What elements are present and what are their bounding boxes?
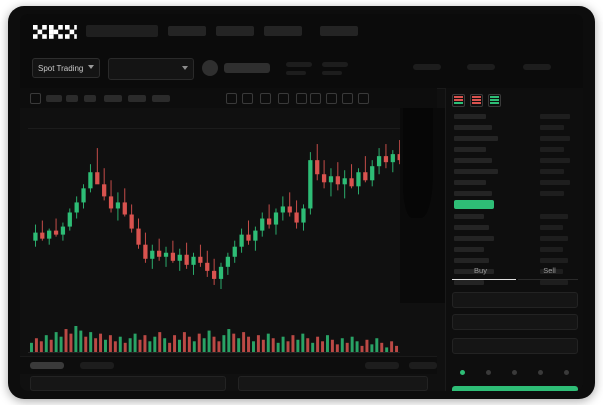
lock-icon[interactable] [358,93,369,104]
pagination-dot-1[interactable] [460,370,465,375]
stat-2-value [322,62,348,67]
settings-button[interactable] [152,95,170,102]
orders-tab-2[interactable] [80,362,114,369]
interval-2-button[interactable] [66,95,78,102]
nav-item-3[interactable] [216,26,254,36]
pagination-dots [446,368,583,378]
pagination-dot-2[interactable] [486,370,491,375]
trading-mode-label: Spot Trading [38,63,84,73]
okx-logo[interactable] [32,24,78,39]
orderbook-bids-icon[interactable] [488,94,501,107]
pagination-dot-5[interactable] [564,370,569,375]
orderbook-both-icon[interactable] [452,94,465,107]
brush-icon[interactable] [296,93,307,104]
stat-1-label [286,71,306,75]
trading-pair-select[interactable] [108,58,194,80]
tab-sell[interactable]: Sell [515,264,583,278]
pagination-dot-4[interactable] [538,370,543,375]
text-icon[interactable] [310,93,321,104]
right-stat-1 [413,64,441,70]
amount-field[interactable] [452,314,578,330]
volume-svg [30,326,399,352]
magnet-icon[interactable] [326,93,337,104]
coin-avatar-icon [202,60,218,76]
bottom-panel-1[interactable] [30,376,226,391]
tab-sell-label: Sell [543,266,556,275]
tab-buy[interactable]: Buy [446,264,515,278]
bottom-panel-2[interactable] [238,376,428,391]
eye-icon[interactable] [342,93,353,104]
tab-buy-underline [452,279,516,280]
tab-sell-underline [518,279,578,280]
buy-sell-tabs: Buy Sell [446,264,583,284]
orderbook-mid-price [454,200,494,209]
bottom-panels [20,376,437,391]
right-stat-3 [523,64,551,70]
indicator-button[interactable] [128,95,146,102]
wave-icon[interactable] [278,93,289,104]
submit-order-button[interactable] [452,386,578,391]
trading-mode-select[interactable]: Spot Trading [32,58,100,78]
market-sub-bar: Spot Trading [20,48,583,89]
tablet-device-frame: Spot Trading [8,6,595,399]
nav-item-2[interactable] [168,26,206,36]
volume-chart[interactable] [20,310,437,356]
orders-right-1[interactable] [365,362,399,369]
top-navigation-bar [20,14,583,49]
price-field[interactable] [452,292,578,308]
order-panel: Buy Sell [445,88,583,391]
crosshair-icon[interactable] [226,93,237,104]
chart-toolbar [20,88,437,109]
candle-type-icon[interactable] [30,93,41,104]
orderbook-view-tabs [452,94,501,107]
trendline-icon[interactable] [242,93,253,104]
orders-tab-bar [20,356,437,374]
nav-item-1[interactable] [86,25,158,37]
interval-3-button[interactable] [84,95,96,102]
ticker-price [224,63,270,73]
candlestick-chart[interactable] [20,108,437,303]
stat-1-value [286,62,312,67]
chart-top-divider [28,128,428,129]
fib-icon[interactable] [260,93,271,104]
total-field[interactable] [452,338,578,354]
orderbook-rows[interactable] [446,110,583,285]
trading-app-screen: Spot Trading [20,14,583,391]
nav-item-4[interactable] [264,26,302,36]
chevron-down-icon [182,66,188,70]
pagination-dot-3[interactable] [512,370,517,375]
tab-buy-label: Buy [474,266,487,275]
nav-item-5[interactable] [320,26,358,36]
orders-tab-1[interactable] [30,362,64,369]
interval-4-button[interactable] [104,95,122,102]
chart-right-overlay-inner [403,108,433,218]
interval-1-button[interactable] [46,95,62,102]
right-stat-2 [467,64,495,70]
volume-baseline [28,352,400,353]
stat-2-label [322,71,342,75]
orderbook-asks-icon[interactable] [470,94,483,107]
orders-right-2[interactable] [409,362,437,369]
chevron-down-icon [88,65,94,69]
candles-svg [33,140,409,289]
